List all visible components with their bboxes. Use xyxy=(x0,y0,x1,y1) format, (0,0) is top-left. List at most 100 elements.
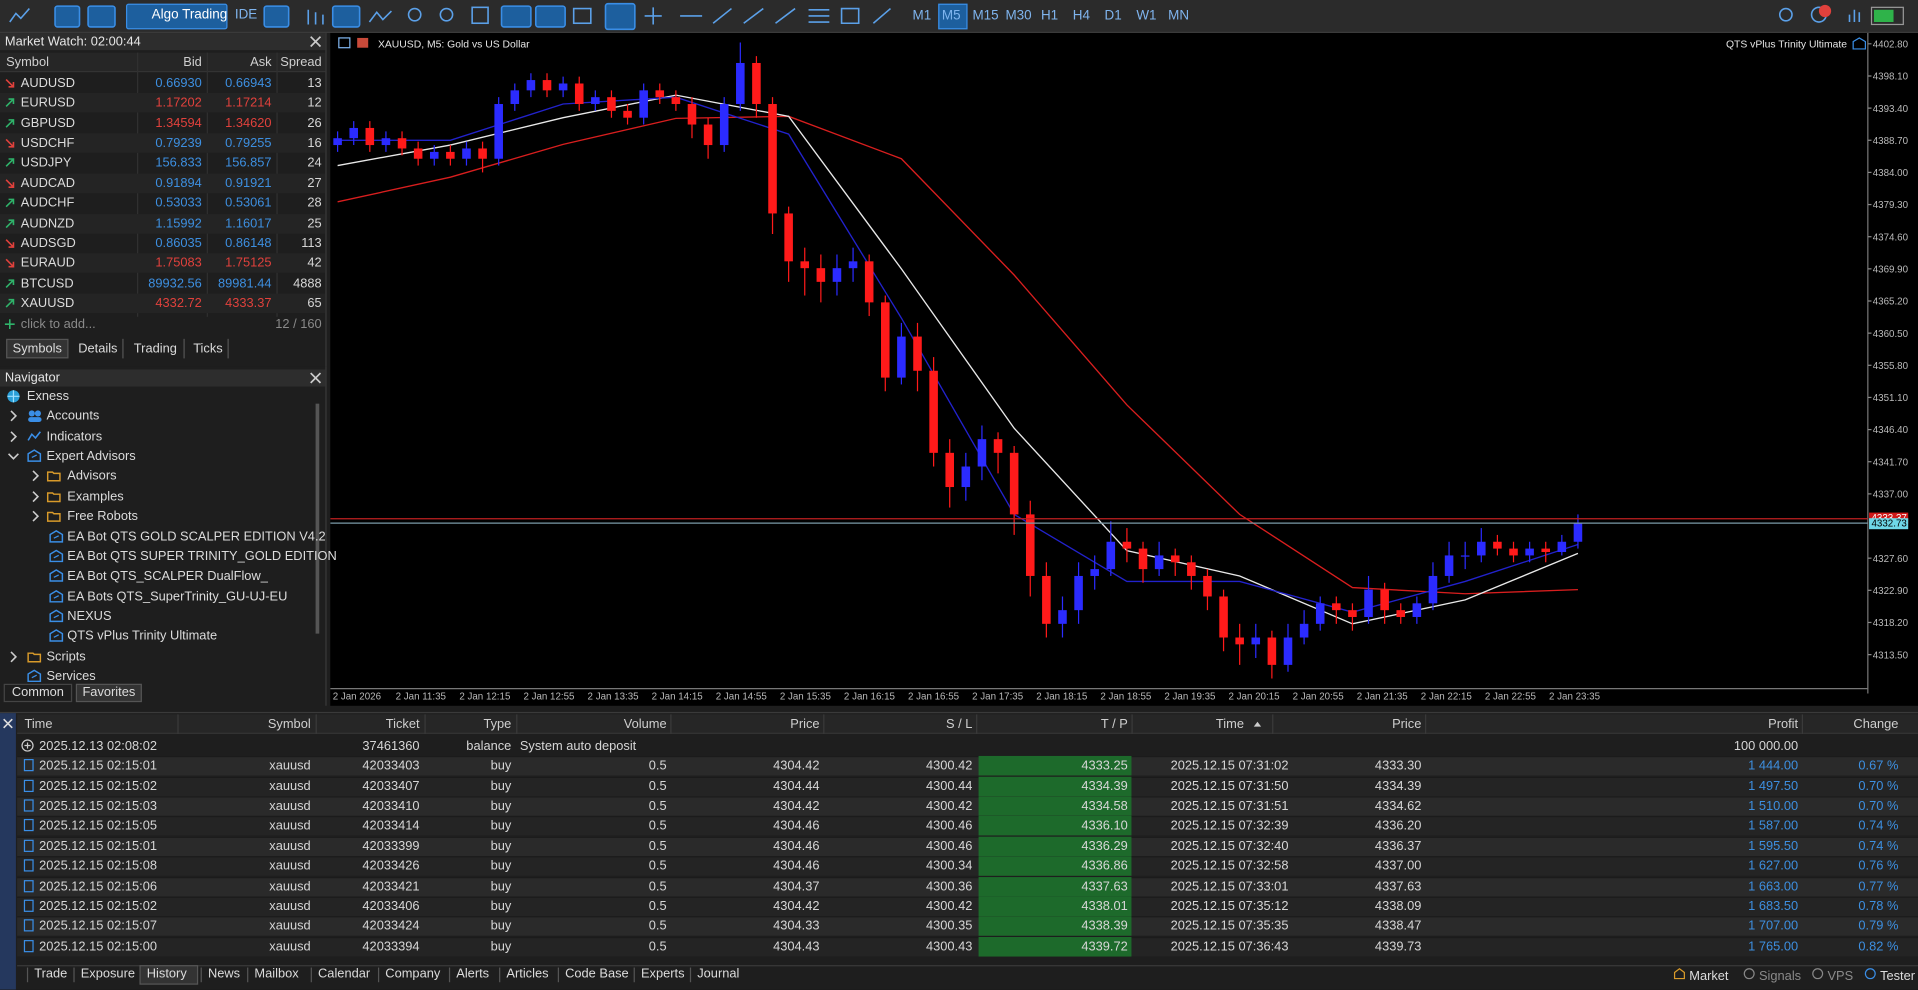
tree-item[interactable]: EA Bots QTS_SuperTrinity_GU-UJ-EU xyxy=(67,589,288,604)
tab[interactable] xyxy=(126,338,185,359)
tab[interactable] xyxy=(187,338,229,359)
trend-arrow xyxy=(5,278,15,288)
row-bg[interactable] xyxy=(17,816,1918,836)
tree-item[interactable]: Accounts xyxy=(46,408,100,424)
cell: 4300.46 xyxy=(926,818,973,834)
ide-button[interactable]: IDE xyxy=(234,7,258,23)
row-bg[interactable] xyxy=(17,896,1918,917)
tab-label[interactable]: History xyxy=(146,966,187,982)
column-separator xyxy=(315,714,317,734)
tree-item[interactable]: EA Bot QTS SUPER TRINITY_GOLD EDITION xyxy=(67,549,337,564)
tree-item[interactable]: Scripts xyxy=(46,649,86,664)
status-button[interactable]: Market xyxy=(1689,968,1729,984)
cell: 0.5 xyxy=(648,938,667,954)
tab[interactable] xyxy=(75,683,142,703)
candle-body xyxy=(1090,569,1099,576)
cell: 4336.86 xyxy=(1081,858,1128,874)
tree-item[interactable]: Advisors xyxy=(67,469,117,484)
tab-separator xyxy=(247,967,249,983)
add-symbol[interactable]: click to add... xyxy=(20,316,96,332)
symbol: AUDCAD xyxy=(20,175,76,191)
column-header[interactable]: Volume xyxy=(623,716,667,732)
deal-icon xyxy=(23,799,34,812)
column-header[interactable]: Type xyxy=(483,716,512,732)
timeframe-button[interactable]: H1 xyxy=(1040,8,1059,24)
column-header[interactable]: Time xyxy=(24,716,53,732)
timeframe-button[interactable]: W1 xyxy=(1136,8,1157,24)
column-header[interactable]: Change xyxy=(1853,716,1899,732)
cell: buy xyxy=(490,858,512,874)
tab[interactable] xyxy=(6,338,69,359)
tree-item[interactable]: Exness xyxy=(26,388,70,404)
tab[interactable] xyxy=(72,338,124,359)
row-bg[interactable] xyxy=(17,916,1918,937)
tab-label[interactable]: Company xyxy=(385,966,441,982)
row-bg[interactable] xyxy=(17,776,1918,796)
tab[interactable] xyxy=(3,683,73,703)
tree-icon xyxy=(28,410,42,423)
deal-icon xyxy=(23,819,34,832)
candle-body xyxy=(623,110,632,118)
candle-body xyxy=(1348,610,1357,617)
timeframe-button[interactable]: M15 xyxy=(972,8,999,24)
row-bg[interactable] xyxy=(17,876,1918,897)
candle-body xyxy=(1267,637,1277,665)
status-button[interactable]: Signals xyxy=(1758,968,1802,984)
tree-item[interactable]: Examples xyxy=(67,489,124,504)
tree-item[interactable]: NEXUS xyxy=(67,609,112,624)
row-bg[interactable] xyxy=(17,936,1918,957)
row-bg[interactable] xyxy=(17,756,1918,776)
candle-body xyxy=(1573,523,1583,542)
timeframe-button[interactable]: MN xyxy=(1168,8,1190,24)
column-header[interactable]: Price xyxy=(790,716,820,732)
tree-item[interactable]: QTS vPlus Trinity Ultimate xyxy=(67,629,218,644)
timeframe-button[interactable]: H4 xyxy=(1072,8,1090,24)
expander xyxy=(10,430,18,442)
tab-label[interactable]: Alerts xyxy=(456,966,490,982)
tree-item[interactable]: Expert Advisors xyxy=(46,449,136,464)
tab-label[interactable]: Trade xyxy=(34,966,68,982)
status-button[interactable]: VPS xyxy=(1827,968,1854,984)
status-button[interactable]: Tester xyxy=(1880,968,1916,984)
tab-label[interactable]: News xyxy=(207,966,241,982)
algo-trading-button[interactable] xyxy=(125,3,228,30)
row-bg[interactable] xyxy=(17,856,1918,877)
trend-arrow xyxy=(5,259,15,268)
tree-item[interactable]: Services xyxy=(46,669,96,684)
timeframe-button[interactable]: M5 xyxy=(941,8,961,24)
column-header[interactable]: Ticket xyxy=(385,716,420,732)
tab-label[interactable]: Code Base xyxy=(565,966,629,982)
row-bg xyxy=(0,93,326,113)
column-header[interactable]: S / L xyxy=(946,716,973,732)
column-header[interactable]: T / P xyxy=(1100,716,1128,732)
cell: 4304.42 xyxy=(773,898,820,914)
tab-label[interactable]: Calendar xyxy=(318,966,371,982)
column-header[interactable]: Profit xyxy=(1768,716,1799,732)
column-header[interactable]: Time xyxy=(1215,716,1245,732)
tab-label[interactable]: Experts xyxy=(640,966,685,982)
timeframe-button[interactable]: M1 xyxy=(912,8,932,24)
cell: 42033414 xyxy=(362,818,420,834)
timeframe-button[interactable]: D1 xyxy=(1104,8,1122,24)
tab-label[interactable]: Exposure xyxy=(80,966,135,982)
column-header[interactable]: Symbol xyxy=(267,716,311,732)
row-bg[interactable] xyxy=(17,836,1918,856)
deal-icon xyxy=(23,759,34,772)
spread: 12 xyxy=(307,95,322,111)
candle-body xyxy=(1138,548,1148,570)
cell: 0.77 % xyxy=(1858,878,1899,894)
timeframe-button[interactable]: M30 xyxy=(1005,8,1032,24)
row-bg[interactable] xyxy=(17,796,1918,816)
candle-body xyxy=(1154,555,1164,570)
column-header[interactable]: Price xyxy=(1392,716,1422,732)
tab-label[interactable]: Mailbox xyxy=(254,966,299,982)
tree-item[interactable]: EA Bot QTS_SCALPER DualFlow_ xyxy=(67,569,268,584)
tab-label[interactable]: Journal xyxy=(697,966,740,982)
tree-item[interactable]: Indicators xyxy=(46,429,103,444)
x-tick-label: 2 Jan 12:15 xyxy=(459,692,511,703)
tree-item[interactable]: EA Bot QTS GOLD SCALPER EDITION V4.2 xyxy=(67,529,326,544)
tree-item[interactable]: Free Robots xyxy=(67,509,138,524)
deal-icon xyxy=(23,839,34,852)
y-tick-label: 4341.70 xyxy=(1873,457,1909,468)
tab-label[interactable]: Articles xyxy=(506,966,549,982)
